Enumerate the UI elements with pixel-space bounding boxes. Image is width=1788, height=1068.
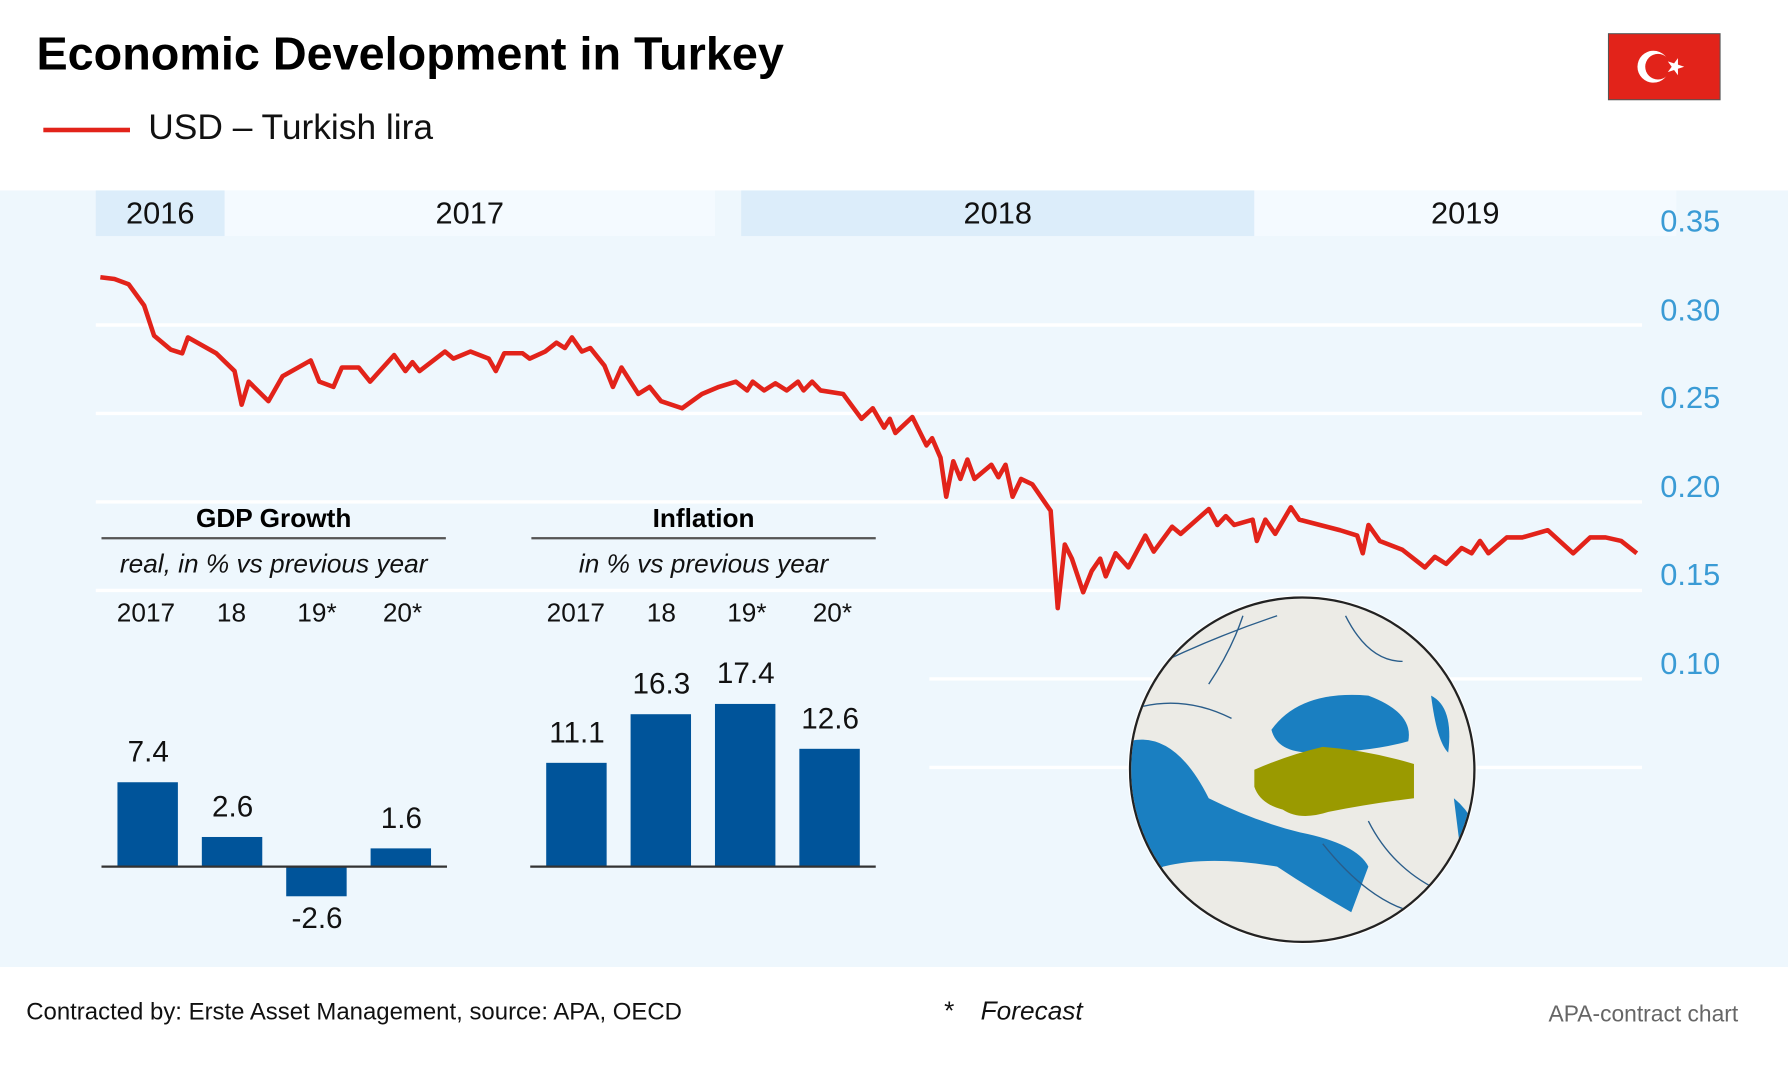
gdp-title: GDP Growth [195,502,352,533]
category-label: 20* [382,597,423,628]
year-band-2019: 2019 [1254,190,1677,237]
bar-value-label: 7.4 [127,734,169,769]
inflation-subtitle: in % vs previous year [578,548,829,579]
y-tick-label: 0.30 [1660,292,1721,327]
inflation-rule [531,537,876,540]
category-label: 20* [812,597,853,628]
y-tick-label: 0.15 [1660,558,1721,593]
gdp-subtitle: real, in % vs previous year [119,548,428,579]
page-title: Economic Development in Turkey [36,27,784,80]
bar [117,782,178,867]
year-band-2017: 2017 [224,190,715,237]
category-label: 18 [646,597,676,628]
category-label: 19* [297,597,337,628]
forecast-star: * [944,995,955,1026]
chart-credit: APA-contract chart [1548,1002,1739,1028]
bar [201,836,263,867]
y-tick-label: 0.20 [1660,469,1721,504]
usd-try-line [100,274,1639,611]
legend-label: USD – Turkish lira [148,107,434,148]
source-note: Contracted by: Erste Asset Management, s… [26,998,682,1026]
bar-value-label: 1.6 [380,800,423,835]
turkey-locator-globe-icon [1127,595,1477,945]
chart-panel [0,190,1788,967]
category-label: 2017 [546,597,606,628]
bar-value-label: 16.3 [632,666,691,701]
category-label: 18 [216,597,247,628]
inflation-title: Inflation [652,502,755,533]
bar-value-label: 2.6 [212,789,254,824]
bar [799,748,860,867]
bar-value-label: -2.6 [291,900,343,936]
bar [714,703,776,867]
bar-value-label: 11.1 [549,714,605,750]
bar [630,714,692,867]
bar-value-label: 12.6 [801,700,859,736]
category-label: 19* [727,597,767,628]
y-tick-label: 0.25 [1660,381,1721,416]
category-label: 2017 [116,597,176,628]
bar [370,848,432,867]
y-tick-label: 0.35 [1660,204,1721,239]
bar-value-label: 17.4 [716,656,775,691]
forecast-note: Forecast [980,995,1083,1026]
year-band-2016: 2016 [95,190,225,237]
bar [546,762,607,867]
bar [286,866,347,897]
year-band-2018: 2018 [741,190,1255,237]
legend-line-swatch [43,127,130,133]
turkey-flag-icon [1607,33,1721,101]
gdp-rule [101,537,446,540]
y-tick-label: 0.10 [1660,646,1721,681]
